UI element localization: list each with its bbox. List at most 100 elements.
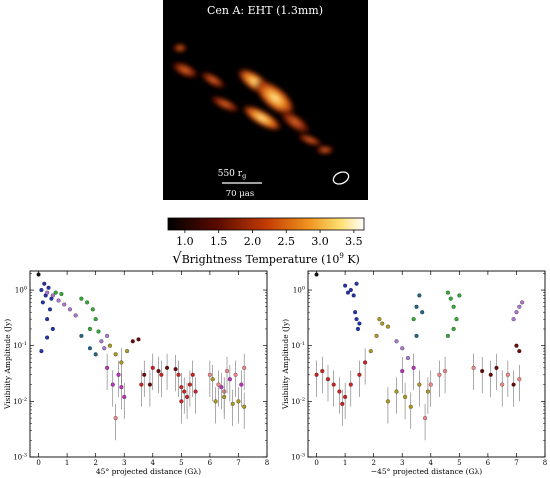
data-point	[348, 288, 353, 293]
data-point	[343, 394, 348, 399]
data-point	[113, 416, 118, 421]
data-point	[368, 349, 373, 354]
data-point	[520, 300, 525, 305]
colorbar-tick-label: 3.5	[345, 235, 363, 248]
data-point	[45, 335, 50, 340]
colorbar-tick-label: 2.5	[278, 235, 296, 248]
data-point	[353, 310, 358, 315]
data-point	[165, 365, 170, 370]
data-point	[514, 343, 519, 348]
y-tick-label: 10-2	[13, 397, 27, 406]
data-point	[239, 382, 244, 387]
data-point	[345, 290, 351, 295]
x-tick-label: 3	[122, 459, 126, 467]
data-point	[67, 307, 73, 312]
data-point	[50, 326, 55, 332]
data-point	[93, 352, 98, 357]
data-point	[36, 272, 41, 277]
data-point	[230, 401, 235, 406]
data-point	[176, 372, 181, 377]
plot-frame	[29, 270, 268, 458]
data-point	[159, 372, 164, 377]
data-point	[325, 377, 331, 382]
colorbar-tick-label: 2.0	[244, 235, 262, 248]
y-axis-label: Visibility Amplitude (Jy)	[3, 319, 12, 410]
data-point	[45, 290, 50, 295]
colorbar-tick-label: 3.0	[311, 235, 329, 248]
data-point	[213, 399, 218, 404]
data-point	[47, 307, 53, 312]
data-point	[113, 352, 118, 357]
data-point	[227, 377, 232, 382]
data-point	[122, 394, 127, 399]
data-point	[471, 365, 476, 370]
data-point	[224, 369, 230, 374]
data-point	[242, 365, 247, 370]
data-point	[53, 290, 58, 295]
data-point	[457, 293, 462, 298]
data-point	[511, 317, 516, 322]
data-point	[348, 382, 353, 387]
data-point	[511, 382, 516, 387]
visibility-plot-left: 0 1 2 3 4 5 6 7 8 100 10-1 10-2 10-3 45° projected di…	[3, 270, 269, 476]
data-point	[105, 333, 110, 338]
x-tick-label: 7	[514, 459, 518, 467]
data-point	[394, 339, 399, 344]
x-tick-label: 2	[371, 459, 375, 467]
data-point	[394, 389, 399, 394]
data-point	[437, 372, 442, 377]
data-point	[385, 399, 391, 404]
data-point	[105, 365, 110, 370]
x-tick-label: 4	[429, 459, 434, 467]
data-point	[514, 310, 519, 315]
data-point	[451, 326, 456, 332]
data-point	[87, 346, 93, 351]
data-point	[110, 382, 115, 387]
x-tick-label: 6	[208, 459, 213, 467]
data-point	[377, 317, 382, 322]
data-point	[39, 288, 44, 293]
data-point	[351, 293, 356, 298]
data-point	[119, 385, 124, 390]
data-point	[142, 372, 147, 377]
data-point	[414, 304, 419, 309]
x-tick-label: 0	[36, 459, 40, 467]
data-point	[451, 304, 456, 309]
data-point	[136, 337, 141, 342]
data-point	[116, 372, 121, 377]
colorbar-gradient	[167, 217, 365, 231]
x-axis-label: 45° projected distance (Gλ)	[96, 467, 201, 476]
data-point	[314, 372, 319, 377]
data-point	[233, 372, 238, 377]
data-point	[354, 317, 359, 322]
data-point	[320, 369, 325, 374]
data-point	[79, 296, 84, 301]
x-tick-label: 1	[343, 459, 347, 467]
data-point	[222, 394, 227, 399]
data-point	[216, 382, 221, 387]
data-point	[454, 317, 459, 322]
data-point	[363, 360, 368, 365]
data-point	[505, 372, 510, 377]
x-tick-label: 0	[314, 459, 318, 467]
data-point	[411, 365, 416, 370]
colorbar-tick-label: 1.0	[176, 235, 194, 248]
visibility-plot-right: 0 1 2 3 4 5 6 7 8 100 10-1 10-2 10-3 −45° projected d…	[281, 270, 547, 476]
data-point	[190, 372, 195, 377]
colorbar-tick-label: 1.5	[210, 235, 228, 248]
data-point	[331, 382, 336, 387]
data-point	[236, 399, 241, 404]
data-point	[42, 281, 47, 286]
data-point	[150, 365, 155, 370]
data-point	[242, 404, 247, 409]
data-point	[445, 333, 450, 338]
data-point	[99, 339, 104, 344]
data-point	[50, 293, 55, 298]
y-tick-label: 10-1	[291, 341, 305, 350]
data-point	[340, 401, 345, 406]
data-point	[400, 369, 405, 374]
data-point	[207, 372, 212, 377]
data-point	[517, 349, 522, 354]
data-point	[73, 313, 78, 318]
data-point	[357, 372, 362, 377]
